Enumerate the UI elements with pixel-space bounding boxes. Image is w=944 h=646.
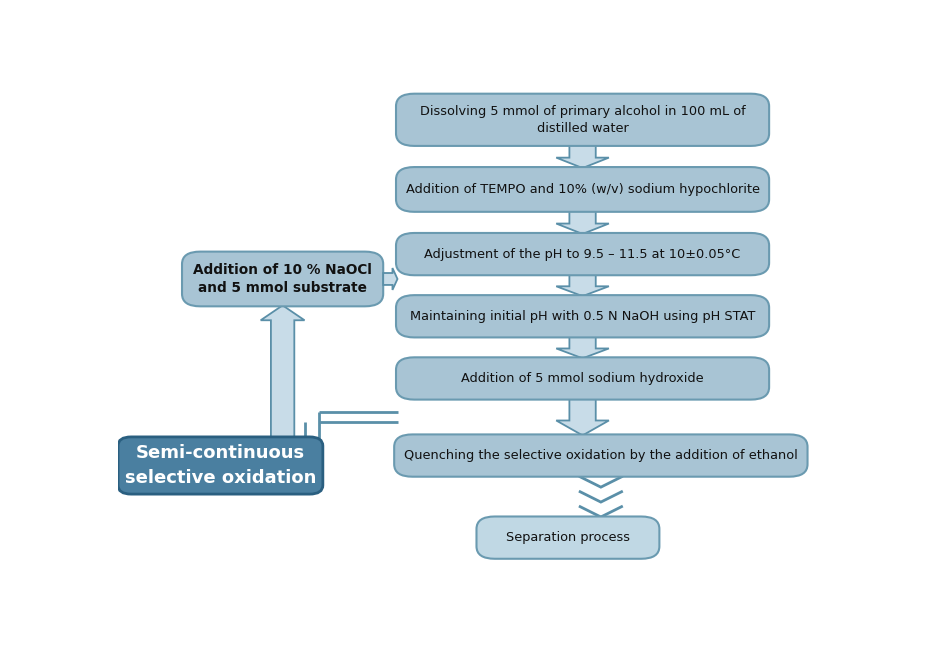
Text: Adjustment of the pH to 9.5 – 11.5 at 10±0.05°C: Adjustment of the pH to 9.5 – 11.5 at 10… <box>425 247 741 260</box>
FancyBboxPatch shape <box>118 437 323 494</box>
FancyBboxPatch shape <box>182 251 383 306</box>
FancyBboxPatch shape <box>396 233 769 275</box>
Text: Maintaining initial pH with 0.5 N NaOH using pH STAT: Maintaining initial pH with 0.5 N NaOH u… <box>410 310 755 323</box>
FancyBboxPatch shape <box>396 357 769 400</box>
FancyBboxPatch shape <box>395 434 807 477</box>
Text: Addition of 5 mmol sodium hydroxide: Addition of 5 mmol sodium hydroxide <box>462 372 704 385</box>
Text: Dissolving 5 mmol of primary alcohol in 100 mL of
distilled water: Dissolving 5 mmol of primary alcohol in … <box>420 105 746 135</box>
Polygon shape <box>556 337 609 359</box>
Polygon shape <box>556 399 609 435</box>
Text: Semi-continuous
selective oxidation: Semi-continuous selective oxidation <box>125 444 316 486</box>
Polygon shape <box>383 268 397 290</box>
FancyBboxPatch shape <box>396 295 769 337</box>
Polygon shape <box>556 211 609 234</box>
Text: Separation process: Separation process <box>506 531 630 544</box>
FancyBboxPatch shape <box>477 517 659 559</box>
Polygon shape <box>261 306 305 437</box>
FancyBboxPatch shape <box>396 94 769 146</box>
Text: Quenching the selective oxidation by the addition of ethanol: Quenching the selective oxidation by the… <box>404 449 798 462</box>
Text: Addition of TEMPO and 10% (w/v) sodium hypochlorite: Addition of TEMPO and 10% (w/v) sodium h… <box>406 183 760 196</box>
Polygon shape <box>556 145 609 168</box>
FancyBboxPatch shape <box>396 167 769 212</box>
Polygon shape <box>556 275 609 296</box>
Text: Addition of 10 % NaOCl
and 5 mmol substrate: Addition of 10 % NaOCl and 5 mmol substr… <box>194 262 372 295</box>
